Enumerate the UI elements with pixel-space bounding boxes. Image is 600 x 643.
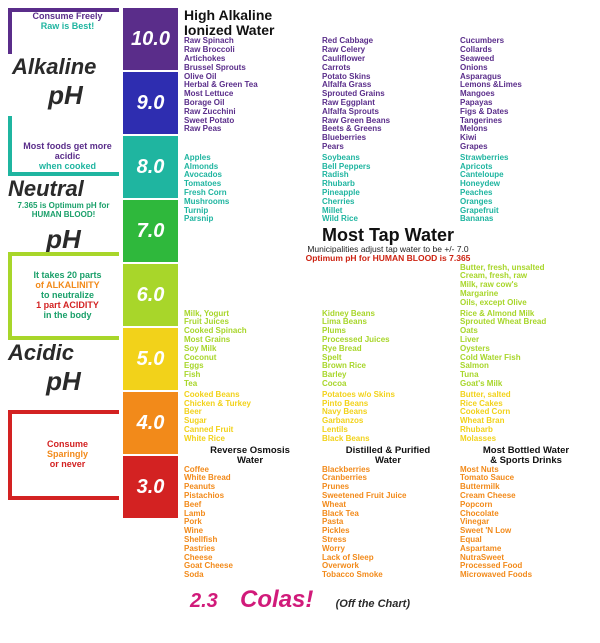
chart-wrap: Consume Freely Raw is Best! Alkaline pH …	[8, 8, 592, 582]
swatch-3.0: 3.0	[123, 456, 178, 518]
sp3: or never	[16, 460, 119, 470]
food-column: High Alkaline Ionized WaterRaw SpinachRa…	[178, 8, 592, 582]
food-item: Pears	[322, 143, 454, 152]
food-item: Goat's Milk	[460, 380, 592, 389]
level-0-col-0: Raw SpinachRaw BroccoliArtichokesBrussel…	[184, 37, 316, 151]
label-ph2: pH	[8, 224, 119, 252]
level-5: Reverse Osmosis WaterCoffeeWhite BreadPe…	[184, 446, 592, 580]
level-4: Cooked BeansChicken & TurkeyBeerSugarCan…	[184, 391, 592, 444]
scale-column: 10.09.08.07.06.05.04.03.0	[123, 8, 178, 582]
raw-best: Raw is Best!	[16, 22, 119, 32]
big-ph-2: pH	[8, 224, 119, 255]
food-item: Melons	[460, 125, 592, 134]
food-item: Tea	[184, 380, 316, 389]
food-item: Oils, except Olive	[460, 299, 592, 308]
bottom-ph: 2.3	[190, 590, 218, 612]
level-3: Milk, YogurtFruit JuicesCooked SpinachMo…	[184, 310, 592, 389]
food-item: Soda	[184, 571, 316, 580]
food-item: Wild Rice	[322, 215, 454, 224]
level-1-col-2: StrawberriesApricotsCanteloupeHoneydewPe…	[460, 154, 592, 224]
level-1-col-0: ApplesAlmondsAvocadosTomatoesFresh CornM…	[184, 154, 316, 224]
level-5-col-2: Most Bottled Water & Sports DrinksMost N…	[460, 446, 592, 580]
big-ph-1: pH	[12, 80, 119, 111]
level-2-col-0	[184, 264, 316, 308]
food-item: Grapes	[460, 143, 592, 152]
level-5-col-0: Reverse Osmosis WaterCoffeeWhite BreadPe…	[184, 446, 316, 580]
bottom-off: (Off the Chart)	[336, 598, 410, 610]
level-cols-4: Cooked BeansChicken & TurkeyBeerSugarCan…	[184, 391, 592, 444]
big-alkaline: Alkaline	[12, 54, 119, 80]
swatch-4.0: 4.0	[123, 392, 178, 454]
bracket-neutralize: It takes 20 parts of ALKALINITY to neutr…	[8, 252, 119, 340]
level-0: High Alkaline Ionized WaterRaw SpinachRa…	[184, 8, 592, 152]
food-item: Eggs	[184, 362, 316, 371]
col-head-5-1: Distilled & Purified Water	[322, 446, 454, 466]
label-neutral-block: Neutral 7.365 is Optimum pH for HUMAN BL…	[8, 176, 119, 224]
level-2: Most Tap WaterMunicipalities adjust tap …	[184, 226, 592, 308]
bottom-row: 2.3 Colas! (Off the Chart)	[8, 586, 592, 614]
food-item: Black Beans	[322, 435, 454, 444]
bracket-alkaline-bot: Most foods get more acidic when cooked	[8, 116, 119, 176]
level-cols-2: Butter, fresh, unsaltedCream, fresh, raw…	[184, 264, 592, 308]
cooked-note2: when cooked	[16, 162, 119, 172]
food-item: Oats	[460, 327, 592, 336]
level-head-0: High Alkaline Ionized Water	[184, 8, 592, 37]
food-item: White Rice	[184, 435, 316, 444]
big-acidic: Acidic	[8, 340, 119, 366]
food-item: Pistachios	[184, 492, 316, 501]
big-neutral: Neutral	[8, 176, 119, 202]
col-head-5-0: Reverse Osmosis Water	[184, 446, 316, 466]
left-column: Consume Freely Raw is Best! Alkaline pH …	[8, 8, 123, 582]
food-item: Pork	[184, 518, 316, 527]
food-item: Salmon	[460, 362, 592, 371]
cooked-note1: Most foods get more acidic	[16, 142, 119, 162]
level-5-col-1: Distilled & Purified WaterBlackberriesCr…	[322, 446, 454, 580]
swatch-7.0: 7.0	[123, 200, 178, 262]
swatch-6.0: 6.0	[123, 264, 178, 326]
level-2-col-1	[322, 264, 454, 308]
level-cols-3: Milk, YogurtFruit JuicesCooked SpinachMo…	[184, 310, 592, 389]
label-acidic: Acidic pH	[8, 340, 119, 410]
level-head-2: Most Tap Water	[184, 226, 592, 245]
bracket-sparingly: Consume Sparingly or never	[8, 410, 119, 500]
food-item: Cocoa	[322, 380, 454, 389]
level-cols-5: Reverse Osmosis WaterCoffeeWhite BreadPe…	[184, 446, 592, 580]
level-cols-0: Raw SpinachRaw BroccoliArtichokesBrussel…	[184, 37, 592, 151]
bottom-colas: Colas!	[240, 586, 313, 613]
level-2-col-2: Butter, fresh, unsaltedCream, fresh, raw…	[460, 264, 592, 308]
optimum-note: 7.365 is Optimum pH for HUMAN BLOOD!	[8, 202, 119, 220]
level-4-col-1: Potatoes w/o SkinsPinto BeansNavy BeansG…	[322, 391, 454, 444]
level-1-col-1: SoybeansBell PeppersRadishRhubarbPineapp…	[322, 154, 454, 224]
level-1: ApplesAlmondsAvocadosTomatoesFresh CornM…	[184, 154, 592, 224]
level-3-col-2: Rice & Almond MilkSprouted Wheat BreadOa…	[460, 310, 592, 389]
food-item: Parsnip	[184, 215, 316, 224]
food-item: Sprouted Wheat Bread	[460, 318, 592, 327]
level-4-col-0: Cooked BeansChicken & TurkeyBeerSugarCan…	[184, 391, 316, 444]
level-4-col-2: Butter, saltedRice CakesCooked CornWheat…	[460, 391, 592, 444]
level-3-col-1: Kidney BeansLima BeansPlumsProcessed Jui…	[322, 310, 454, 389]
food-item: Molasses	[460, 435, 592, 444]
label-alkaline: Alkaline pH	[8, 54, 119, 116]
food-item: Raw Peas	[184, 125, 316, 134]
bracket-alkaline-top: Consume Freely Raw is Best!	[8, 8, 119, 54]
food-item: Tobacco Smoke	[322, 571, 454, 580]
food-item: Fish	[184, 371, 316, 380]
col-head-5-2: Most Bottled Water & Sports Drinks	[460, 446, 592, 466]
level-cols-1: ApplesAlmondsAvocadosTomatoesFresh CornM…	[184, 154, 592, 224]
alk5: in the body	[16, 311, 119, 321]
food-item: Microwaved Foods	[460, 571, 592, 580]
food-item: Lamb	[184, 510, 316, 519]
level-0-col-1: Red CabbageRaw CeleryCauliflowerCarrotsP…	[322, 37, 454, 151]
swatch-9.0: 9.0	[123, 72, 178, 134]
swatch-8.0: 8.0	[123, 136, 178, 198]
big-ph-3: pH	[8, 366, 119, 397]
food-item: Chicken & Turkey	[184, 400, 316, 409]
level-0-col-2: CucumbersCollardsSeaweedOnionsAsparagusL…	[460, 37, 592, 151]
food-item: Bananas	[460, 215, 592, 224]
level-3-col-0: Milk, YogurtFruit JuicesCooked SpinachMo…	[184, 310, 316, 389]
swatch-5.0: 5.0	[123, 328, 178, 390]
swatch-10.0: 10.0	[123, 8, 178, 70]
